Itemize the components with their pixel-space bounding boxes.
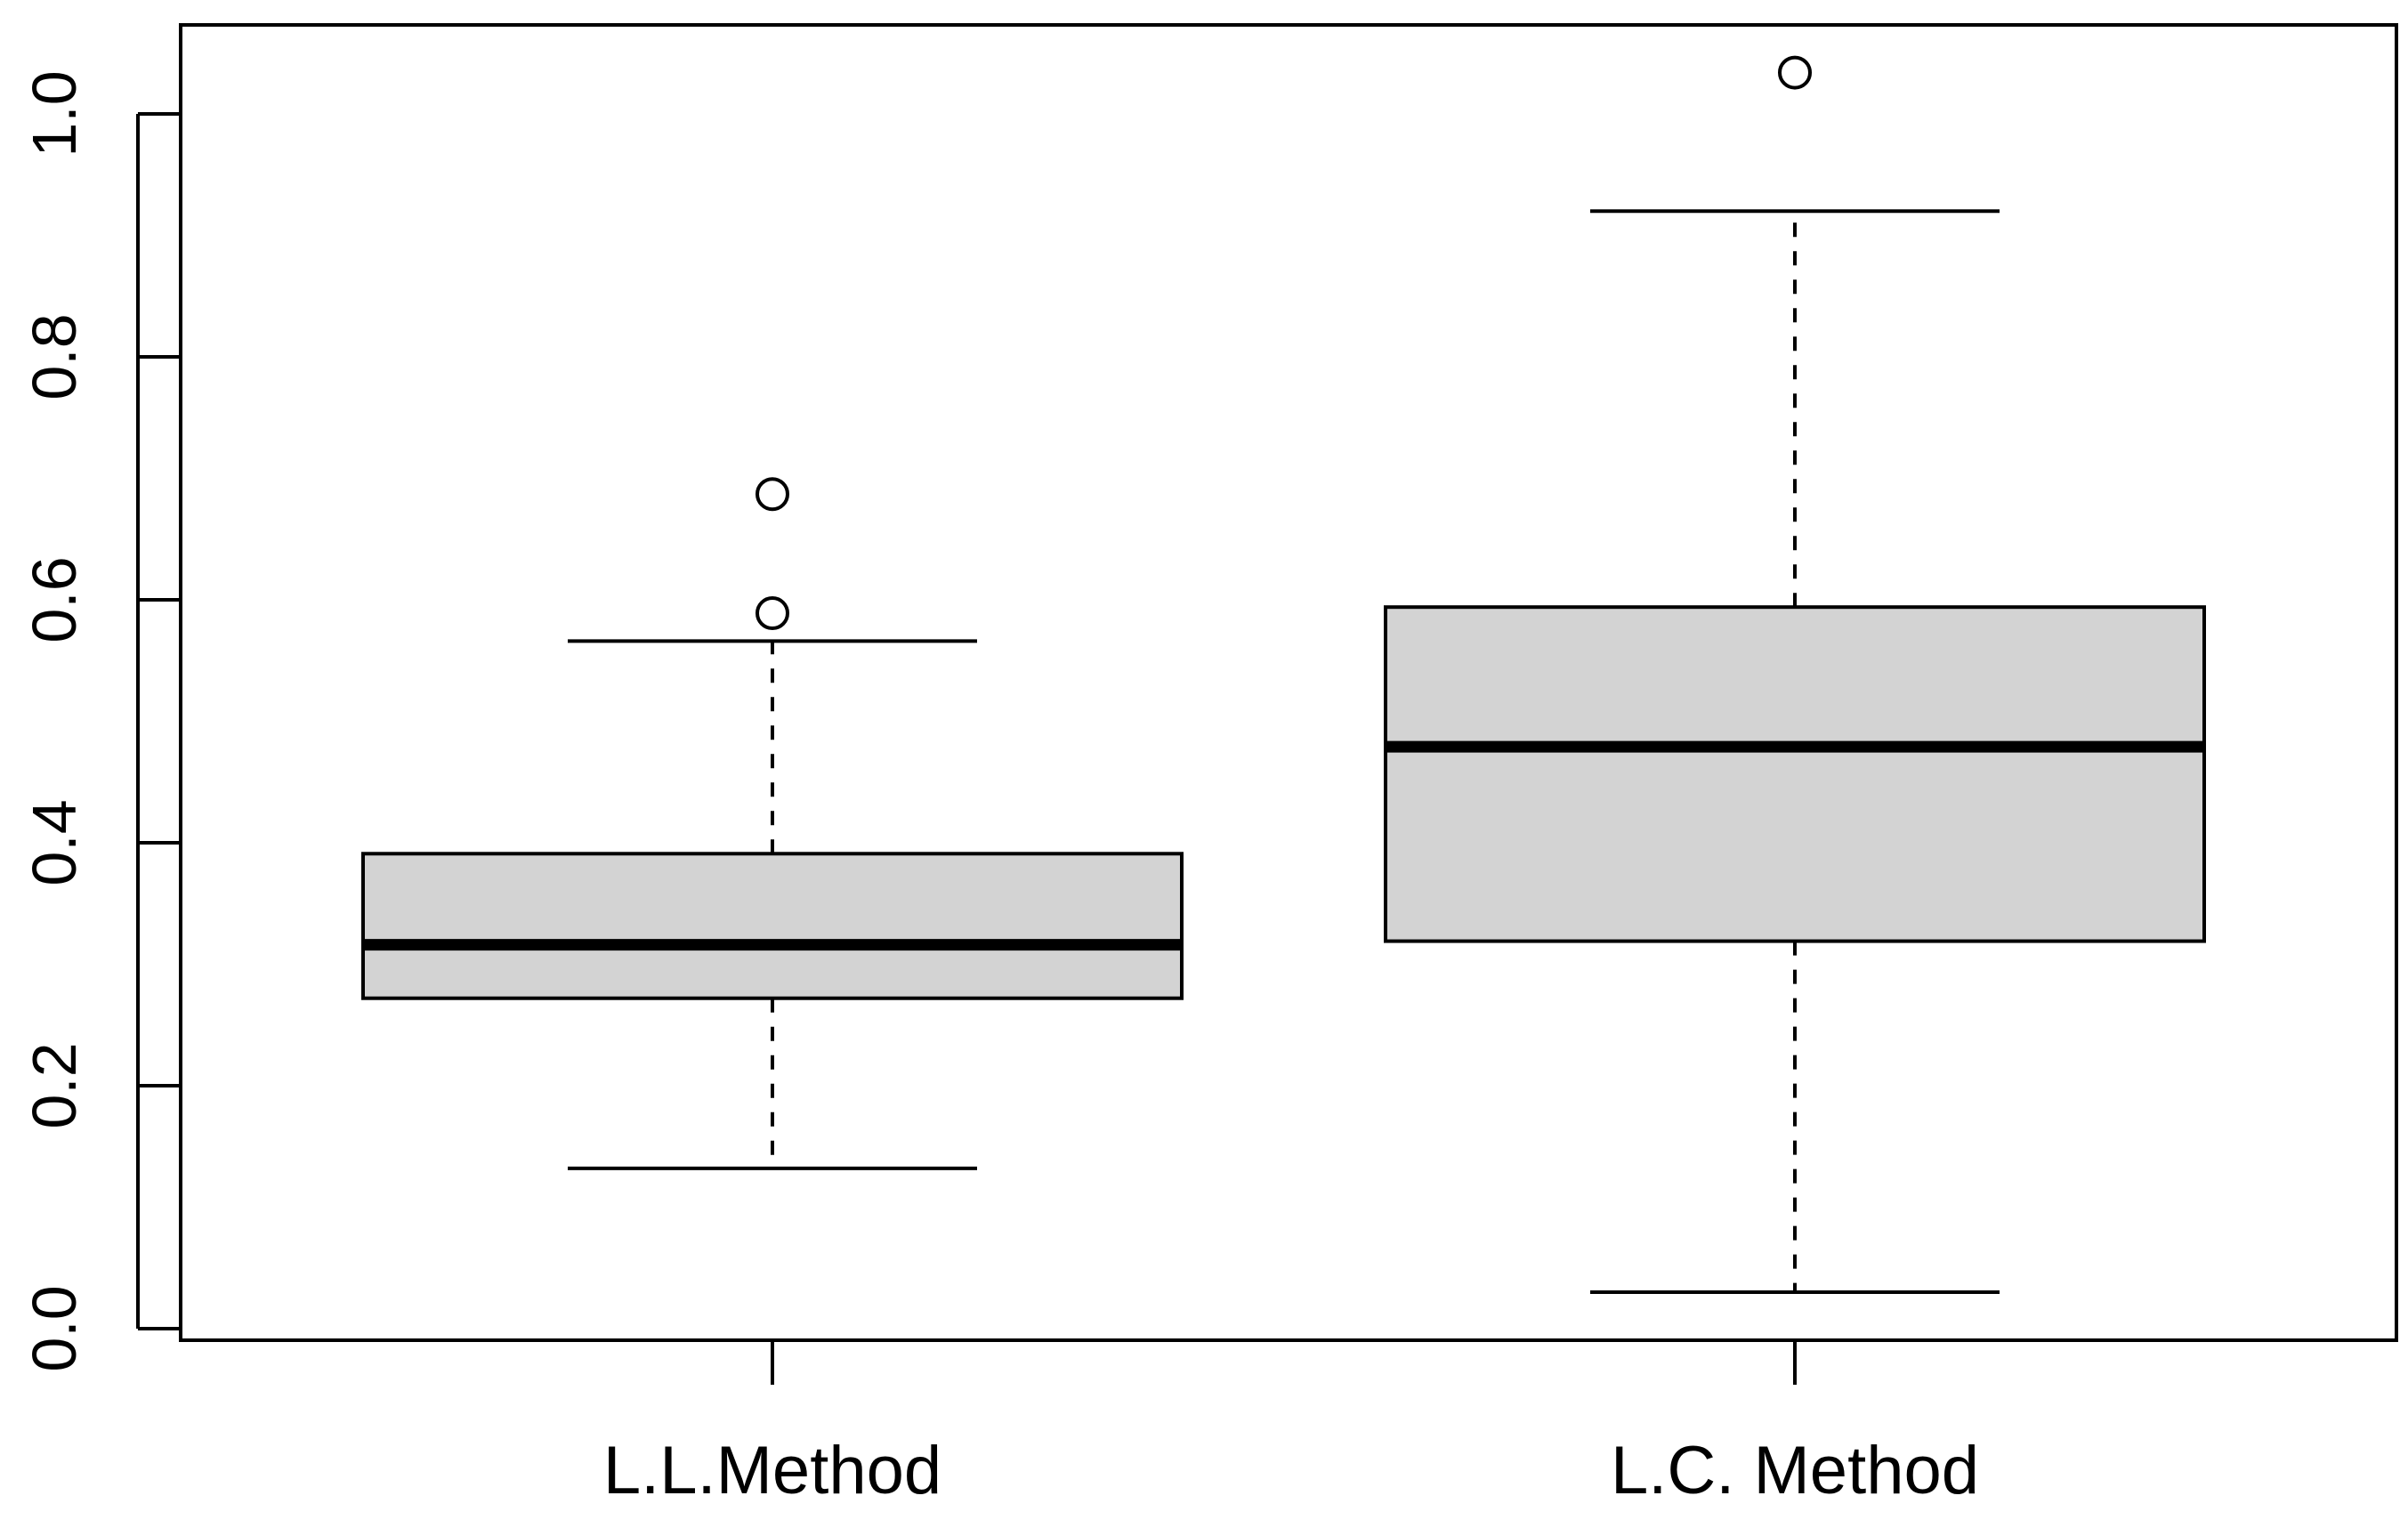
y-tick-label: 1.0 (20, 70, 89, 157)
outlier-point (756, 596, 789, 631)
y-tick-label: 0.0 (20, 1285, 89, 1371)
box-group-1 (361, 477, 1184, 1170)
y-tick-label: 0.6 (20, 556, 89, 643)
outlier-point (756, 477, 789, 512)
x-tick-label: L.C. Method (1611, 1433, 1979, 1508)
plot-frame (179, 23, 2398, 1342)
x-tick-label: L.L.Method (603, 1433, 941, 1508)
iqr-box (1384, 605, 2206, 943)
axes: 0.0 0.2 0.4 0.6 0.8 1.0 L.L.Method L.C. Method (20, 70, 1979, 1508)
y-tick-label: 0.8 (20, 313, 89, 400)
iqr-box (361, 852, 1184, 1000)
y-tick-label: 0.4 (20, 799, 89, 885)
y-tick-label: 0.2 (20, 1042, 89, 1128)
box-group-2 (1384, 55, 2206, 1295)
outlier-point (1778, 55, 1812, 90)
plot-marks (361, 55, 2206, 1295)
